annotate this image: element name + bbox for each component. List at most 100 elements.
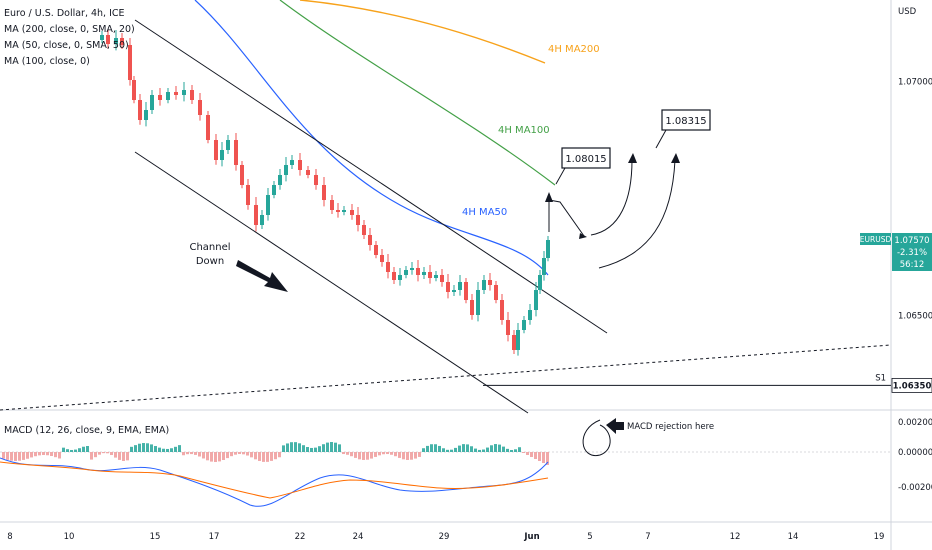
macd-line <box>0 457 549 507</box>
macd-bar <box>234 452 237 455</box>
macd-bar <box>138 443 141 452</box>
channel-label-line2: Down <box>196 256 224 267</box>
candle-body <box>284 165 288 175</box>
macd-bar <box>262 452 265 462</box>
x-tick-label: 24 <box>353 532 364 542</box>
macd-bar <box>146 443 149 452</box>
target-label-2: 1.08315 <box>665 116 706 127</box>
candle-body <box>392 272 396 280</box>
macd-bar <box>174 446 177 452</box>
macd-bar <box>366 452 369 460</box>
candle-body <box>182 90 186 95</box>
projection-path-1 <box>548 199 585 237</box>
macd-bar <box>390 452 393 455</box>
macd-bar <box>170 448 173 452</box>
macd-bar <box>422 448 425 452</box>
x-tick-label: Jun <box>523 532 539 542</box>
candle-body <box>150 95 154 110</box>
candle-body <box>330 200 334 210</box>
candle-body <box>368 235 372 245</box>
macd-bar <box>394 452 397 457</box>
macd-bar <box>210 452 213 462</box>
projection-arrowhead-1 <box>545 192 553 202</box>
macd-bar <box>342 452 345 455</box>
price-tag-price: 1.07570 <box>894 236 929 246</box>
macd-bar <box>54 452 57 458</box>
macd-bar <box>258 452 261 461</box>
ma50-legend[interactable]: MA (50, close, 0, SMA, 50) <box>4 40 129 51</box>
candle-body <box>374 245 378 255</box>
signal-line <box>0 461 549 499</box>
x-tick-label: 5 <box>587 532 592 542</box>
macd-bar <box>6 452 9 460</box>
symbol-tag <box>860 233 891 245</box>
candle-body <box>298 160 302 170</box>
ma100-label: 4H MA100 <box>498 125 550 136</box>
target-pointer-2 <box>655 129 667 149</box>
candle-body <box>464 282 468 300</box>
macd-bar <box>358 452 361 460</box>
candle-body <box>534 290 538 310</box>
macd-bar <box>370 452 373 459</box>
macd-bar <box>206 452 209 461</box>
macd-bar <box>30 452 33 458</box>
macd-bar <box>462 444 465 452</box>
macd-bar <box>326 442 329 452</box>
macd-bar <box>114 452 117 458</box>
macd-bar <box>398 452 401 458</box>
symbol-title[interactable]: Euro / U.S. Dollar, 4h, ICE <box>4 8 125 19</box>
macd-bar <box>474 448 477 452</box>
macd-bar <box>198 452 201 457</box>
target-label-1: 1.08015 <box>565 154 606 165</box>
candle-body <box>220 150 224 160</box>
ma200-legend[interactable]: MA (200, close, 0, SMA, 20) <box>4 24 135 35</box>
macd-bar <box>222 452 225 461</box>
macd-bar <box>266 452 269 462</box>
candle-body <box>434 275 438 278</box>
macd-bar <box>18 452 21 461</box>
candle-body <box>100 35 104 40</box>
candle-body <box>410 268 414 270</box>
macd-bar <box>442 448 445 452</box>
x-tick-label: 12 <box>730 532 741 542</box>
ma100-legend[interactable]: MA (100, close, 0) <box>4 56 90 67</box>
candle-body <box>500 300 504 320</box>
candle-body <box>458 282 462 290</box>
macd-bar <box>118 452 121 460</box>
macd-bar <box>338 444 341 452</box>
level-label-s1: S1 <box>875 373 886 383</box>
candle-body <box>404 270 408 275</box>
candle-body <box>440 275 444 282</box>
channel-arrow <box>236 260 288 292</box>
macd-bar <box>418 452 421 457</box>
macd-y-tick: 0.00200 <box>898 418 932 428</box>
currency-label: USD <box>898 7 917 17</box>
macd-bar <box>14 452 17 461</box>
candle-body <box>120 38 124 45</box>
macd-bar <box>518 447 521 452</box>
macd-y-tick: 0.00000 <box>898 448 932 458</box>
macd-bar <box>78 448 81 452</box>
macd-bar <box>166 448 169 452</box>
candle-body <box>314 175 318 185</box>
x-tick-label: 7 <box>645 532 650 542</box>
candle-body <box>226 140 230 150</box>
candle-body <box>174 92 178 95</box>
macd-legend[interactable]: MACD (12, 26, close, 9, EMA, EMA) <box>4 425 170 436</box>
macd-bar <box>362 452 365 460</box>
ma200-line <box>299 0 546 64</box>
ma100-line <box>279 0 556 186</box>
macd-bar <box>82 446 85 452</box>
x-tick-label: 10 <box>64 532 75 542</box>
target-pointer-1 <box>555 167 566 185</box>
macd-bar <box>310 447 313 452</box>
macd-bar <box>158 447 161 452</box>
macd-bar <box>218 452 221 462</box>
candle-body <box>138 100 142 120</box>
macd-bar <box>98 452 101 455</box>
candle-body <box>422 272 426 275</box>
candle-body <box>254 205 258 225</box>
macd-bar <box>490 445 493 452</box>
candle-body <box>446 282 450 292</box>
